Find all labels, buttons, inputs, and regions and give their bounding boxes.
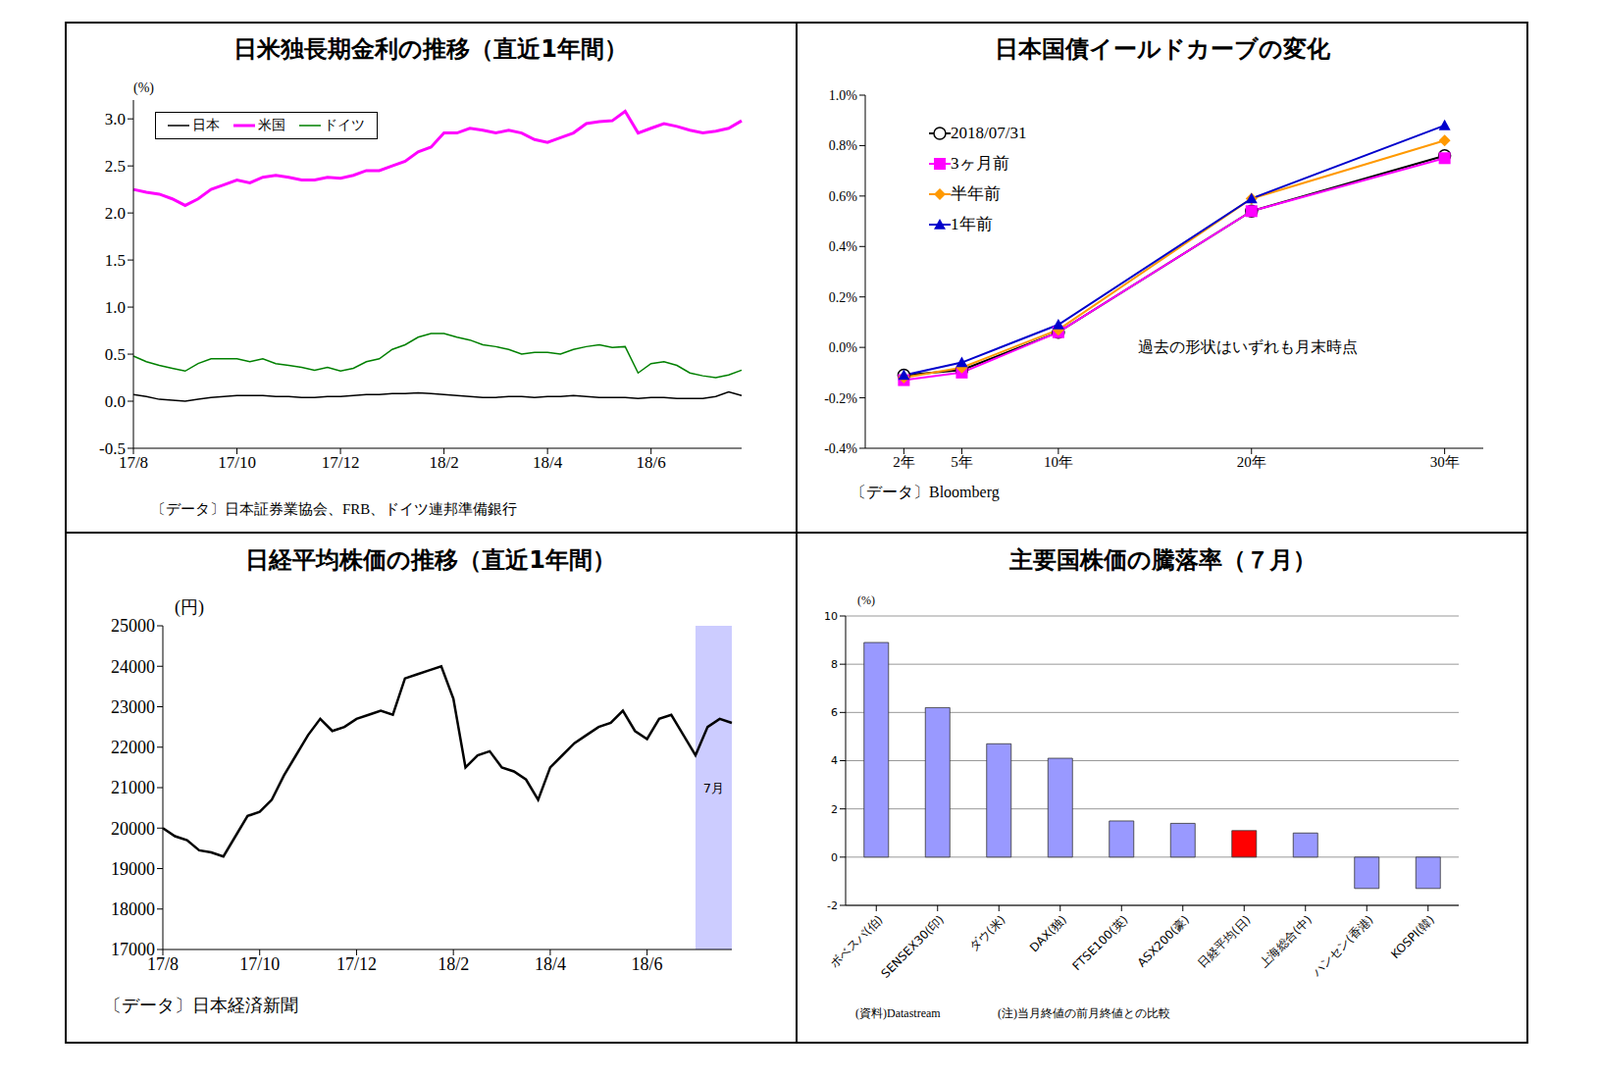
- svg-text:25000: 25000: [110, 616, 155, 636]
- svg-text:5年: 5年: [950, 454, 974, 470]
- svg-text:18000: 18000: [110, 899, 155, 920]
- html-text:ドイツ: ドイツ: [323, 116, 365, 133]
- svg-text:17/12: 17/12: [336, 954, 377, 975]
- svg-text:2.0: 2.0: [104, 204, 126, 223]
- svg-text:ハンセン(香港): ハンセン(香港): [1308, 912, 1376, 980]
- html-text:日経平均株価の推移（直近1年間）: 日経平均株価の推移（直近1年間）: [245, 546, 616, 574]
- svg-text:ボベスパ(伯): ボベスパ(伯): [826, 912, 885, 971]
- html-text:1年前: 1年前: [950, 214, 993, 234]
- svg-text:0.0%: 0.0%: [828, 340, 859, 356]
- svg-text:0: 0: [830, 851, 838, 865]
- svg-text:20000: 20000: [110, 819, 155, 839]
- svg-text:10: 10: [824, 610, 838, 623]
- html-text:日米独長期金利の推移（直近1年間）: 日米独長期金利の推移（直近1年間）: [233, 35, 628, 63]
- html-text:日本: 日本: [192, 116, 220, 133]
- svg-text:上海総合(中): 上海総合(中): [1256, 912, 1315, 971]
- svg-text:-0.5: -0.5: [99, 439, 126, 459]
- svg-text:18/2: 18/2: [437, 954, 469, 975]
- svg-text:10年: 10年: [1043, 454, 1074, 470]
- svg-text:19000: 19000: [110, 859, 155, 879]
- svg-text:30年: 30年: [1430, 454, 1460, 470]
- svg-text:3.0: 3.0: [104, 109, 126, 129]
- svg-text:SENSEX30(印): SENSEX30(印): [877, 912, 946, 981]
- svg-text:18/4: 18/4: [532, 453, 564, 472]
- svg-text:18/2: 18/2: [428, 453, 459, 472]
- html-text:〔データ〕日本経済新聞: 〔データ〕日本経済新聞: [103, 995, 299, 1016]
- html-text:過去の形状はいずれも月末時点: 過去の形状はいずれも月末時点: [1137, 338, 1358, 356]
- svg-text:24000: 24000: [110, 657, 155, 677]
- svg-text:ダウ(米): ダウ(米): [966, 912, 1008, 954]
- svg-text:23000: 23000: [110, 697, 155, 718]
- svg-text:18/4: 18/4: [534, 954, 567, 975]
- html-text:日本国債イールドカーブの変化: 日本国債イールドカーブの変化: [994, 35, 1331, 63]
- svg-text:0.2%: 0.2%: [828, 290, 859, 306]
- svg-text:日経平均(日): 日経平均(日): [1194, 912, 1253, 971]
- svg-text:17/8: 17/8: [118, 453, 149, 472]
- svg-text:18/6: 18/6: [631, 954, 664, 975]
- svg-text:0.4%: 0.4%: [828, 239, 859, 255]
- svg-text:18/6: 18/6: [636, 453, 667, 472]
- svg-text:0.5: 0.5: [104, 345, 126, 364]
- svg-text:-0.4%: -0.4%: [824, 441, 858, 457]
- html-text:主要国株価の騰落率（７月）: 主要国株価の騰落率（７月）: [1008, 546, 1317, 574]
- svg-text:0.8%: 0.8%: [828, 138, 859, 154]
- svg-text:FTSE100(英): FTSE100(英): [1070, 912, 1132, 974]
- html-text:〔データ〕Bloomberg: 〔データ〕Bloomberg: [850, 483, 1000, 501]
- svg-text:21000: 21000: [110, 777, 155, 798]
- svg-text:20年: 20年: [1237, 454, 1267, 470]
- svg-text:2年: 2年: [892, 454, 916, 470]
- svg-text:2.5: 2.5: [104, 156, 126, 176]
- svg-text:-0.2%: -0.2%: [824, 391, 858, 407]
- svg-text:DAX(独): DAX(独): [1027, 912, 1070, 955]
- html-text:(円): (円): [174, 597, 205, 618]
- html-text:米国: 米国: [258, 116, 286, 133]
- svg-text:17/12: 17/12: [321, 453, 361, 472]
- svg-text:22000: 22000: [110, 737, 155, 758]
- svg-text:ASX200(豪): ASX200(豪): [1135, 912, 1192, 970]
- svg-text:0.0: 0.0: [104, 392, 126, 412]
- svg-text:1.5: 1.5: [104, 251, 126, 270]
- svg-text:2: 2: [830, 803, 838, 817]
- svg-text:-2: -2: [826, 899, 838, 913]
- svg-text:6: 6: [830, 706, 838, 720]
- svg-text:17/10: 17/10: [217, 453, 257, 472]
- svg-text:4: 4: [830, 754, 838, 768]
- svg-text:8: 8: [830, 658, 838, 671]
- svg-text:0.6%: 0.6%: [828, 189, 859, 205]
- svg-text:KOSPI(韓): KOSPI(韓): [1388, 912, 1438, 962]
- svg-text:17/10: 17/10: [239, 954, 280, 975]
- html-text:3ヶ月前: 3ヶ月前: [950, 154, 1009, 173]
- svg-text:1.0: 1.0: [104, 298, 126, 317]
- svg-text:1.0%: 1.0%: [828, 88, 859, 104]
- html-text:(資料)Datastream: (資料)Datastream: [855, 1006, 941, 1021]
- svg-text:17/8: 17/8: [147, 954, 179, 974]
- svg-text:17000: 17000: [110, 939, 155, 960]
- html-text:2018/07/31: 2018/07/31: [950, 123, 1027, 142]
- html-text:半年前: 半年前: [950, 184, 1001, 204]
- html-text:(注)当月終値の前月終値との比較: (注)当月終値の前月終値との比較: [997, 1006, 1171, 1021]
- svg-text:7月: 7月: [703, 780, 724, 796]
- html-text:〔データ〕日本証券業協会、FRB、ドイツ連邦準備銀行: 〔データ〕日本証券業協会、FRB、ドイツ連邦準備銀行: [151, 501, 518, 517]
